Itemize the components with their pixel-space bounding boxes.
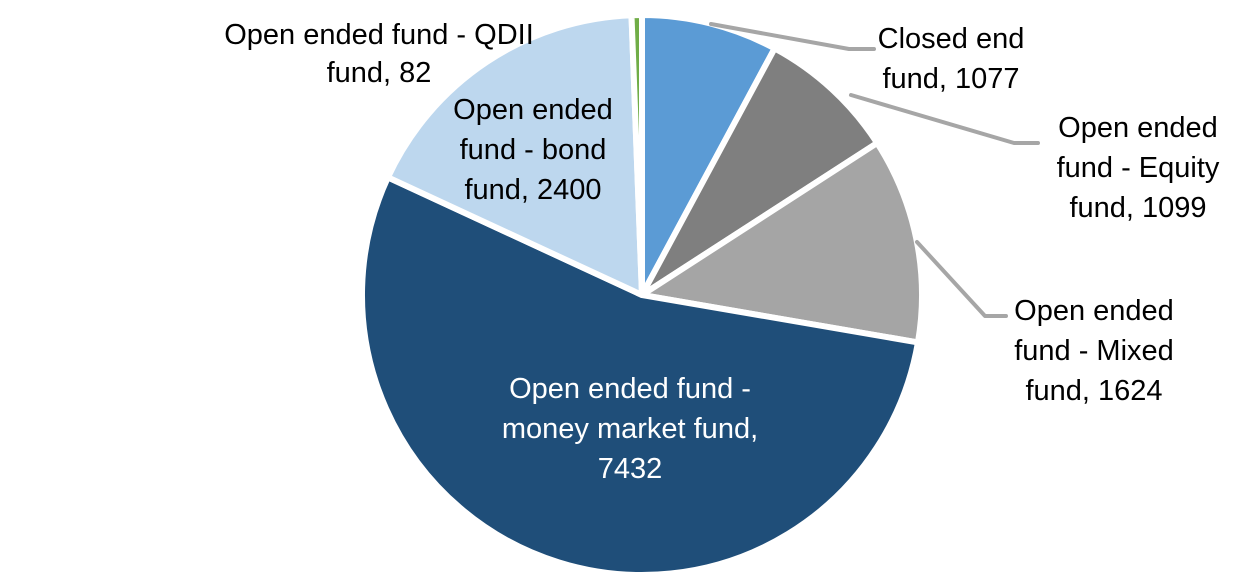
data-label-open-ended-bond-fund: Open ended fund - bond fund, 2400: [383, 90, 683, 210]
data-label-line: Open ended: [1058, 112, 1218, 144]
pie-slice-open-ended-money-market-fund[interactable]: [359, 174, 921, 578]
leader-line-open-ended-equity-fund: [849, 93, 1040, 145]
data-label-line: fund - bond: [459, 134, 607, 166]
data-label-line: fund - Mixed: [1014, 335, 1174, 367]
data-label-line: fund - Equity: [1056, 152, 1220, 184]
data-label-line: Open ended fund -: [509, 373, 751, 405]
pie-slice-open-ended-mixed-fund[interactable]: [639, 140, 925, 346]
data-label-line: fund, 1077: [882, 63, 1020, 95]
data-label-line: fund, 1099: [1069, 192, 1207, 224]
data-label-line: Open ended fund - QDII: [224, 19, 534, 51]
leader-line-closed-end-fund: [709, 22, 876, 51]
data-label-closed-end-fund: Closed end fund, 1077: [801, 19, 1101, 99]
data-label-line: money market fund,: [501, 413, 759, 445]
data-label-line: fund, 82: [326, 57, 432, 89]
data-label-line: Open ended: [453, 94, 613, 126]
data-label-line: Closed end: [877, 23, 1025, 55]
pie-slice-open-ended-qdii-fund[interactable]: [628, 12, 645, 298]
data-label-line: Open ended: [1014, 295, 1174, 327]
data-label-line: fund, 1624: [1025, 375, 1163, 407]
data-label-open-ended-qdii-fund: Open ended fund - QDII fund, 82: [179, 16, 579, 92]
data-label-line: 7432: [597, 453, 663, 485]
data-label-line: fund, 2400: [464, 174, 602, 206]
data-label-open-ended-mixed-fund: Open ended fund - Mixed fund, 1624: [944, 291, 1244, 411]
pie-slice-open-ended-equity-fund[interactable]: [639, 45, 881, 298]
data-label-open-ended-equity-fund: Open ended fund - Equity fund, 1099: [988, 108, 1250, 228]
data-label-open-ended-money-market-fund: Open ended fund - money market fund, 743…: [430, 369, 830, 489]
leader-line-open-ended-mixed-fund: [915, 240, 1008, 318]
pie-slice-open-ended-bond-fund[interactable]: [384, 12, 645, 298]
pie-slices-group: [359, 12, 925, 578]
